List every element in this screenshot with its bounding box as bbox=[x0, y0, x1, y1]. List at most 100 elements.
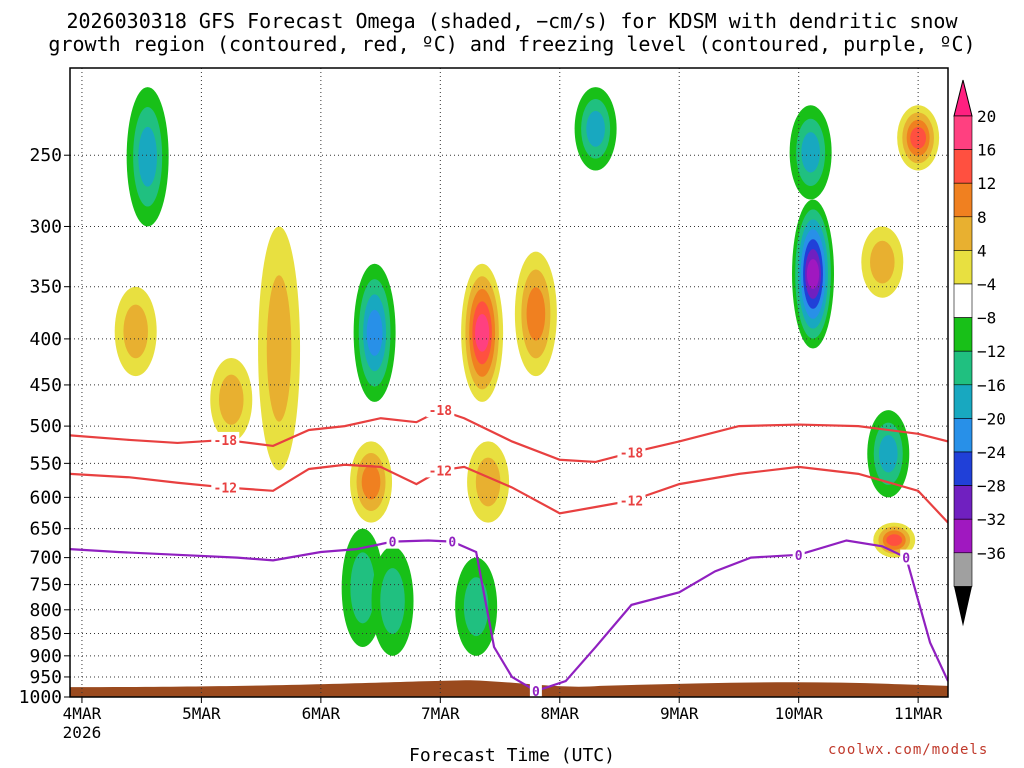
dgz-contour-label: -12 bbox=[429, 464, 452, 479]
dgz-contour-label: -18 bbox=[620, 447, 644, 462]
surface-terrain bbox=[70, 680, 948, 697]
freezing-label-bg bbox=[792, 546, 805, 562]
omega-blob-3 bbox=[266, 275, 292, 422]
colorbar-swatch bbox=[953, 149, 973, 184]
omega-blob-8 bbox=[475, 313, 490, 352]
omega-blob-14 bbox=[806, 259, 820, 289]
freezing-label: 0 bbox=[902, 552, 910, 567]
colorbar-swatch bbox=[953, 182, 973, 218]
omega-blob-6 bbox=[350, 552, 375, 624]
y-tick-label: 500 bbox=[29, 416, 62, 437]
colorbar-label: −12 bbox=[977, 342, 1006, 361]
colorbar-label: −24 bbox=[977, 443, 1006, 462]
x-tick-label: 4MAR bbox=[63, 704, 102, 723]
colorbar-label: −28 bbox=[977, 477, 1006, 496]
omega-blob-5 bbox=[361, 464, 381, 500]
colorbar-swatch bbox=[953, 216, 973, 251]
y-tick-label: 550 bbox=[29, 453, 62, 474]
omega-blob-18 bbox=[870, 240, 895, 284]
dgz-contour-label: -18 bbox=[214, 434, 238, 449]
y-tick-label: 800 bbox=[29, 600, 62, 621]
omega-blob-2 bbox=[218, 374, 244, 425]
colorbar-swatch bbox=[953, 283, 973, 318]
omega-blob-15 bbox=[878, 435, 898, 473]
freezing-label: 0 bbox=[389, 536, 397, 551]
colorbar-label: 20 bbox=[977, 107, 996, 126]
omega-blob-4 bbox=[366, 309, 383, 356]
x-tick-label: 7MAR bbox=[421, 704, 460, 723]
colorbar-label: 12 bbox=[977, 174, 996, 193]
omega-blob-9 bbox=[475, 457, 501, 507]
colorbar-label: −32 bbox=[977, 510, 1006, 529]
omega-blob-0 bbox=[138, 126, 157, 187]
x-tick-label: 9MAR bbox=[660, 704, 699, 723]
dgz-contour-label-bg bbox=[211, 479, 240, 495]
grid-lines bbox=[70, 68, 948, 698]
omega-blob-7 bbox=[380, 568, 405, 634]
omega-blob-1 bbox=[123, 304, 148, 359]
site-credit: coolwx.com/models bbox=[828, 742, 989, 758]
dgz-contour-label-bg bbox=[426, 402, 455, 418]
chart-title-line-2: growth region (contoured, red, ºC) and f… bbox=[48, 32, 976, 56]
colorbar-label: −20 bbox=[977, 409, 1006, 428]
colorbar-swatch bbox=[953, 451, 973, 486]
colorbar-label: −8 bbox=[977, 309, 996, 328]
freezing-label-bg bbox=[529, 683, 542, 699]
chart-title-line-1: 2026030318 GFS Forecast Omega (shaded, −… bbox=[66, 9, 958, 33]
axes: 2503003504004505005506006507007508008509… bbox=[19, 67, 949, 742]
dgz-contour-label-bg bbox=[426, 462, 455, 478]
y-tick-label: 1000 bbox=[19, 687, 62, 708]
y-tick-label: 900 bbox=[29, 646, 62, 667]
x-tick-label: 5MAR bbox=[182, 704, 221, 723]
y-tick-label: 600 bbox=[29, 487, 62, 508]
y-tick-label: 850 bbox=[29, 623, 62, 644]
colorbar-swatch bbox=[953, 485, 973, 520]
colorbar-swatch bbox=[953, 115, 973, 150]
colorbar-label: −4 bbox=[977, 275, 996, 294]
omega-shading bbox=[114, 87, 940, 656]
colorbar-swatch bbox=[953, 552, 973, 587]
colorbar-label: 16 bbox=[977, 141, 996, 160]
colorbar-label: −36 bbox=[977, 544, 1006, 563]
colorbar-swatch bbox=[953, 350, 973, 386]
freezing-label: 0 bbox=[532, 685, 540, 700]
dgz-contour-label: -12 bbox=[214, 481, 237, 496]
omega-blob-17 bbox=[910, 127, 927, 149]
colorbar-swatch bbox=[953, 250, 973, 285]
colorbar-swatch bbox=[953, 317, 973, 352]
omega-blob-13 bbox=[801, 132, 820, 173]
freezing-label: 0 bbox=[448, 536, 456, 551]
freezing-label-bg bbox=[446, 533, 459, 549]
colorbar-label: 8 bbox=[977, 208, 987, 227]
x-tick-label: 6MAR bbox=[302, 704, 341, 723]
dgz-contour-0 bbox=[70, 408, 948, 464]
omega-blob-12 bbox=[586, 110, 605, 147]
dgz-contour-label-bg bbox=[617, 444, 646, 460]
colorbar-swatch bbox=[953, 418, 973, 453]
y-tick-label: 450 bbox=[29, 375, 62, 396]
omega-blob-10 bbox=[463, 577, 489, 637]
dgz-contour-1 bbox=[70, 463, 948, 524]
y-tick-label: 650 bbox=[29, 519, 62, 540]
freezing-label: 0 bbox=[795, 549, 803, 564]
colorbar-swatch bbox=[953, 384, 973, 419]
y-tick-label: 950 bbox=[29, 667, 62, 688]
colorbar-label: −16 bbox=[977, 376, 1006, 395]
dgz-contour-label-bg bbox=[211, 431, 240, 447]
x-axis-title: Forecast Time (UTC) bbox=[409, 745, 615, 766]
dgz-contour-label-bg bbox=[617, 492, 646, 508]
y-tick-label: 250 bbox=[29, 145, 62, 166]
x-tick-label: 8MAR bbox=[541, 704, 580, 723]
plot-area bbox=[70, 68, 948, 697]
omega-blob-11 bbox=[526, 287, 546, 341]
x-tick-label: 11MAR bbox=[894, 704, 943, 723]
omega-blob-16 bbox=[886, 534, 903, 546]
colorbar-bottom-arrow bbox=[954, 586, 972, 627]
y-tick-label: 300 bbox=[29, 216, 62, 237]
colorbar-top-arrow bbox=[953, 79, 973, 117]
colorbar-swatch bbox=[953, 518, 973, 554]
dgz-contour-label: -12 bbox=[620, 495, 643, 510]
y-tick-label: 400 bbox=[29, 329, 62, 350]
x-tick-label: 10MAR bbox=[775, 704, 824, 723]
